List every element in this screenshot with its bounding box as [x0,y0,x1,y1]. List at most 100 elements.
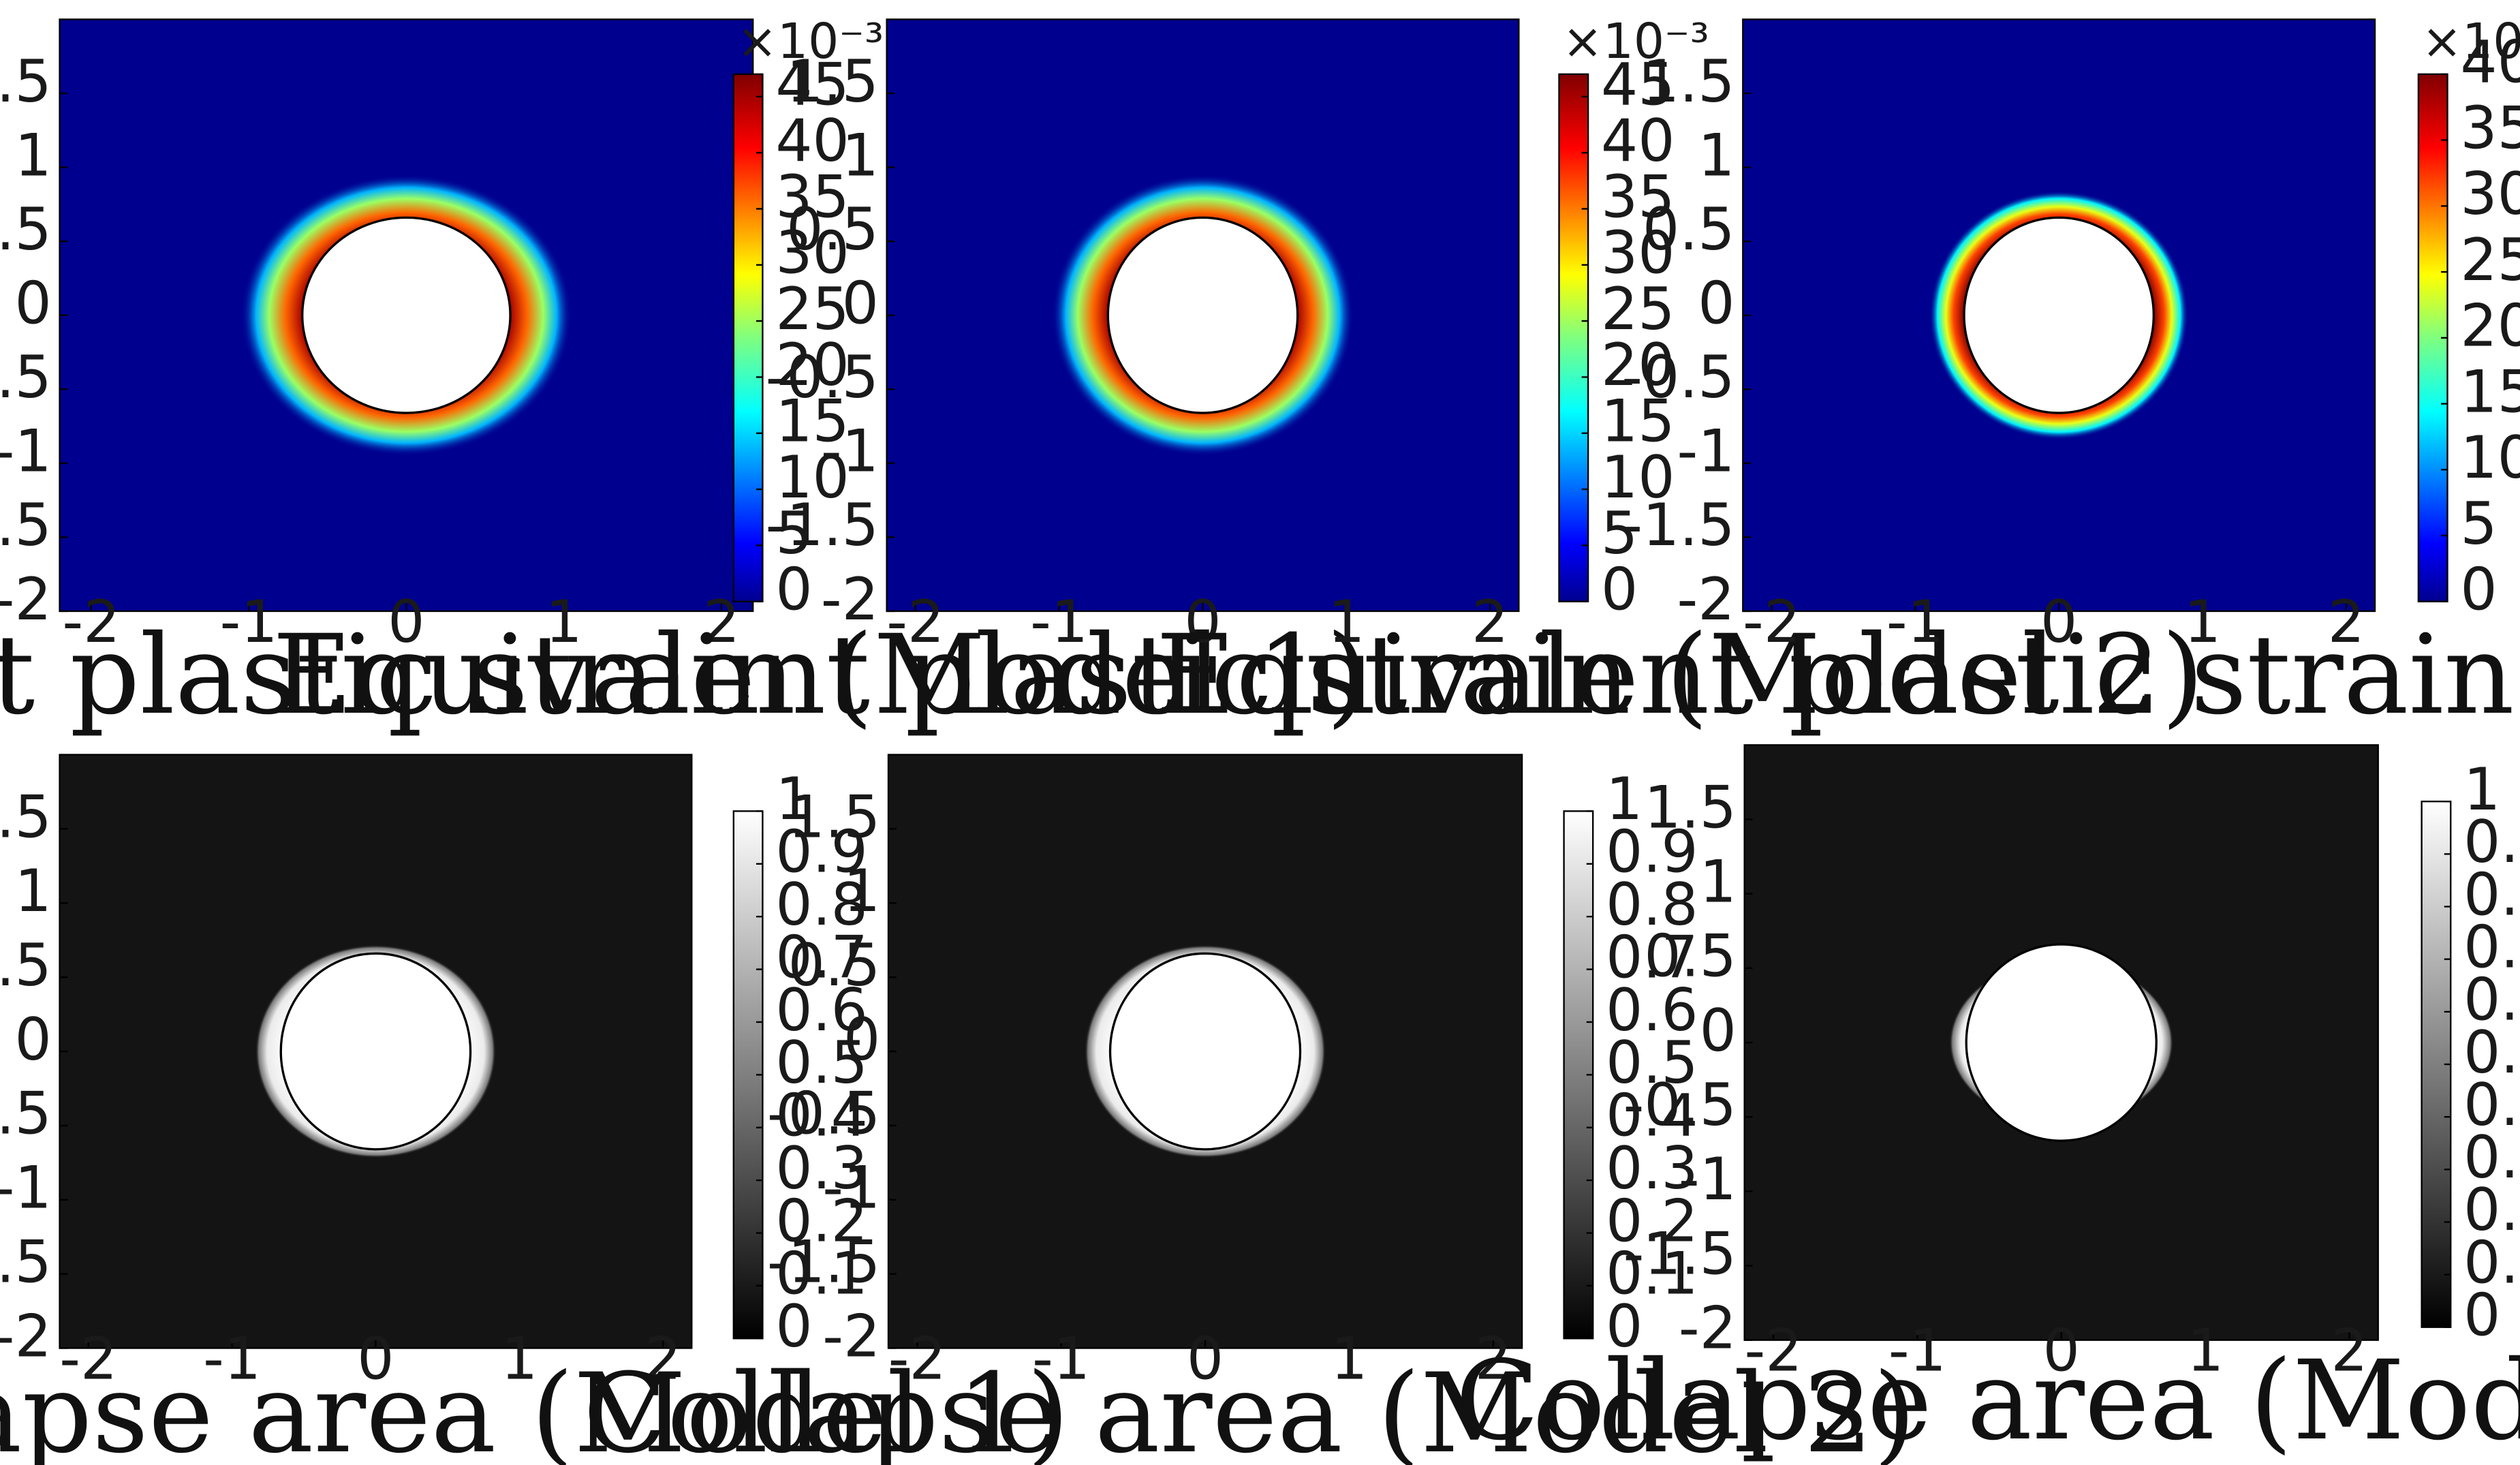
colorbar-tick-label: 1 [775,766,812,833]
colorbar-tick-label: 0 [2460,557,2497,624]
x-tick-label: 0 [1184,589,1221,656]
colorbar-tick-label: 40 [775,108,849,175]
y-tick-label: 0 [1698,271,1735,338]
colorbar-tick-label: 20 [775,332,849,399]
y-tick-label: -1 [0,1155,52,1222]
y-tick-label: 0.5 [0,196,52,264]
x-tick-label: -2 [1744,1318,1802,1385]
y-tick-label: 1 [843,858,880,925]
colorbar-tick-label: 0.8 [1606,872,1698,939]
x-tick-label: -2 [888,1325,946,1393]
y-tick-label: -1 [1679,1146,1737,1214]
x-tick-label: 2 [1475,1325,1512,1393]
colorbar-multiplier: ×10⁻³ [2422,13,2520,70]
colorbar-tick-label: 0.7 [1606,924,1698,991]
y-tick-label: -2 [821,566,879,634]
panel-caption: Collapse area (Model 1) [0,1350,1070,1465]
colorbar-tick-label: 0.4 [2463,1072,2520,1139]
x-tick-label: 1 [546,589,582,656]
tunnel-opening [1965,943,2158,1142]
colorbar-multiplier: ×10⁻³ [737,13,884,70]
y-tick-label: -0.5 [0,1081,52,1148]
tunnel-opening [1106,216,1299,414]
x-tick-label: 1 [2184,589,2221,656]
y-tick-label: -0.5 [766,344,879,412]
y-tick-label: 1 [15,858,52,925]
colorbar-tick-label: 0.1 [1606,1241,1698,1308]
colorbar-tick-label: 0.3 [1606,1135,1698,1203]
colorbar-tick-label: 0 [1601,557,1638,624]
panel-1: -2-1012-2-1.5-1-0.500.511.50510152025303… [0,13,1369,739]
colorbar-tick-label: 1 [2463,756,2500,824]
colorbar-tick-label: 0 [1606,1293,1643,1361]
x-tick-label: -1 [1030,589,1088,656]
x-tick-label: -1 [1032,1325,1090,1393]
colorbar-multiplier: ×10⁻³ [1562,13,1709,70]
colorbar-tick-label: 0.4 [775,1083,867,1150]
x-tick-label: 0 [2040,589,2077,656]
x-tick-label: -2 [62,589,120,656]
x-tick-label: 1 [501,1325,538,1393]
colorbar-tick-label: 0.9 [1606,819,1698,886]
x-tick-label: -1 [1886,589,1944,656]
colorbar-tick-label: 0.5 [2463,1019,2520,1087]
y-tick-label: 1 [15,122,52,189]
colorbar-tick-label: 0.3 [2463,1124,2520,1192]
colorbar-tick-label: 35 [1601,164,1675,231]
colorbar-tick-label: 25 [1601,276,1675,343]
y-tick-label: 0 [1700,998,1737,1065]
colorbar-tick-label: 0.4 [1606,1083,1698,1150]
colorbar [1558,73,1589,602]
colorbar [732,73,764,602]
colorbar-tick-label: 0 [2463,1282,2500,1350]
y-tick-label: -2 [1677,566,1735,634]
tunnel-opening [1108,952,1302,1151]
colorbar-tick-label: 5 [2460,491,2497,558]
y-tick-label: -2 [0,566,52,634]
panel-caption: Collapse area (Model 3) [1455,1337,2520,1464]
y-tick-label: 1 [842,122,879,189]
tunnel-opening [279,952,472,1151]
y-tick-label: 0 [15,271,52,338]
x-tick-label: 2 [2328,589,2365,656]
colorbar-tick-label: 30 [775,220,849,288]
y-tick-label: -2 [1679,1295,1737,1362]
y-tick-label: 0.5 [1644,923,1736,991]
panel-3: -2-1012-2-1.5-1-0.500.511.50510152025303… [1156,13,2520,739]
colorbar-tick-label: 0 [775,557,812,624]
colorbar-tick-label: 0.6 [2463,967,2520,1034]
panel-caption: Equivalent plastic strain (Model 2) [273,611,2205,739]
y-tick-label: -1.5 [766,492,879,559]
x-tick-label: -2 [1743,589,1801,656]
colorbar-tick-label: 15 [2460,358,2520,426]
y-tick-label: -0.5 [1623,1072,1737,1139]
y-tick-label: -1 [1677,418,1735,486]
x-tick-label: -1 [203,1325,261,1393]
x-tick-label: -2 [59,1325,117,1393]
panel-5: -2 -1 0 1 2-2-1.5-1-0.500.511.500.10.20.30.4… [583,754,1916,1465]
x-tick-label: 1 [2187,1318,2224,1385]
y-tick-label: -1 [0,418,52,486]
y-tick-label: 0.5 [788,932,880,1000]
colorbar-tick-label: 0.8 [2463,861,2520,929]
panel-caption: Equivalent plastic strain (Model 1) [0,611,1369,739]
colorbar-tick-label: 0.5 [1606,1030,1698,1097]
colorbar-tick-label: 0.1 [775,1241,867,1308]
y-tick-label: 1 [1698,122,1735,189]
panel-2: -2 -1 0 1 2-2-1.5-1-0.500.511.50510152025303… [273,13,2205,739]
y-tick-label: -0.5 [0,344,52,412]
x-tick-label: -1 [220,589,278,656]
x-tick-label: 2 [2331,1318,2367,1385]
y-tick-label: 0.5 [0,932,52,1000]
panel-caption: Equivalent plastic strain (Model 3) [1156,611,2520,739]
colorbar-tick-label: 40 [2460,29,2520,97]
colorbar-tick-label: 10 [775,444,849,512]
colorbar-tick-label: 40 [1601,108,1675,175]
x-tick-label: 2 [1472,589,1508,656]
y-tick-label: 1.5 [0,784,52,851]
colorbar-tick-label: 0.6 [775,977,867,1045]
colorbar-tick-label: 0.2 [2463,1177,2520,1244]
y-tick-label: -1.5 [767,1229,880,1296]
colorbar-tick-label: 1 [1606,766,1643,833]
